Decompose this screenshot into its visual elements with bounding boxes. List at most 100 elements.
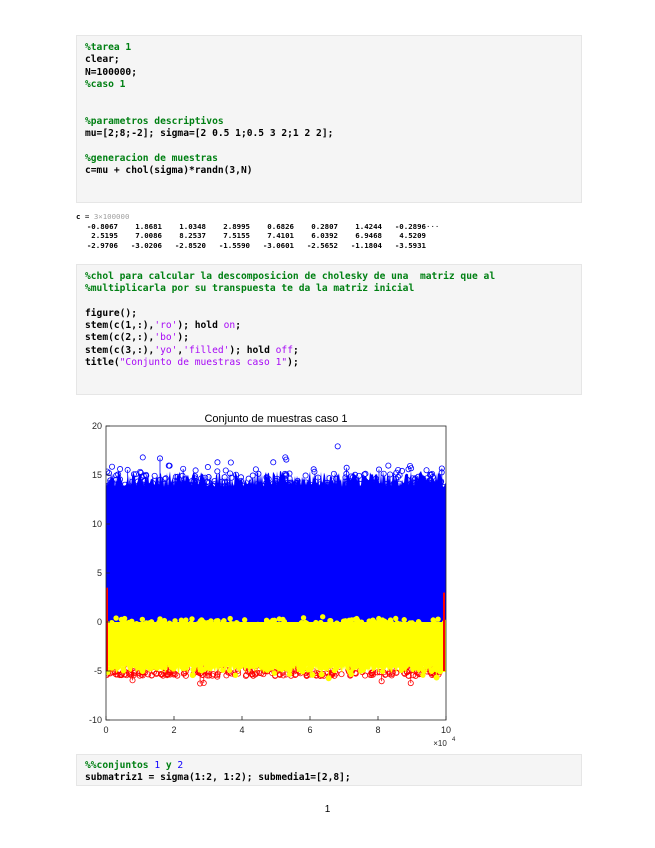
output-cell: 7.5155 [223, 231, 250, 240]
data-point [299, 669, 306, 675]
code-token: ; [235, 320, 241, 332]
data-point [232, 484, 239, 491]
output-cell: -1.5590 [218, 240, 250, 250]
output-cell: -0.8067 [86, 221, 118, 231]
data-point [107, 477, 114, 484]
output-cell: -3.5931 [394, 240, 426, 250]
data-point [132, 471, 139, 478]
output-equals: = [80, 212, 94, 221]
data-point [133, 620, 140, 627]
output-ellipsis[interactable]: ··· [426, 221, 440, 231]
data-point [303, 620, 310, 626]
data-point [248, 663, 255, 669]
data-point [363, 622, 370, 629]
data-point [360, 667, 367, 673]
data-point [159, 664, 165, 670]
data-point [309, 671, 316, 678]
data-point [198, 480, 205, 487]
data-point [144, 661, 150, 667]
data-point [412, 475, 419, 482]
y-tick-label: -10 [89, 715, 102, 725]
code-line: %generacion de muestras [85, 153, 573, 165]
data-point [318, 619, 324, 626]
data-point [131, 670, 138, 677]
data-point [113, 664, 119, 670]
data-point [196, 623, 202, 629]
code-token: 'bo' [154, 332, 178, 344]
data-point [422, 484, 429, 491]
data-point [343, 464, 350, 471]
code-line: %tarea 1 [85, 42, 573, 54]
data-point [271, 670, 278, 676]
data-point [190, 483, 197, 490]
code-cell-2[interactable]: %chol para calcular la descomposicion de… [76, 264, 582, 395]
data-point [408, 465, 415, 472]
code-token: %tarea 1 [85, 42, 132, 53]
code-line [85, 296, 573, 308]
data-point [124, 466, 131, 473]
data-point [188, 620, 194, 626]
data-point [426, 482, 433, 489]
data-point [223, 479, 230, 486]
code-token: c=mu + chol(sigma)*randn(3,N) [85, 164, 253, 176]
data-point [225, 485, 232, 492]
data-point [384, 662, 391, 668]
code-line: c=mu + chol(sigma)*randn(3,N) [85, 165, 573, 177]
data-point [330, 470, 337, 477]
code-line [85, 140, 573, 152]
data-point [334, 443, 341, 450]
x-tick-label: 6 [307, 725, 312, 735]
code-token: clear; [85, 54, 120, 66]
data-point [286, 475, 293, 482]
data-point [354, 620, 360, 627]
data-point [109, 463, 116, 470]
data-point [164, 670, 171, 677]
data-point [189, 672, 196, 679]
output-cell: -3.0601 [262, 240, 294, 250]
data-point [143, 472, 150, 479]
data-point [139, 663, 145, 670]
data-point [255, 621, 261, 628]
output-cell: 6.9468 [355, 231, 382, 240]
series-band [106, 470, 446, 622]
data-point [179, 619, 185, 625]
code-cell-1[interactable]: %tarea 1 clear; N=100000; %caso 1 %parametro… [76, 35, 582, 203]
code-line: %chol para calcular la descomposicion de… [85, 271, 573, 283]
x-tick-label: 8 [375, 725, 380, 735]
code-token: off [275, 344, 293, 356]
data-point [378, 678, 385, 685]
code-cell-3[interactable]: %%conjuntos 1 y 2 submatriz1 = sigma(1:2,… [76, 754, 582, 786]
data-point [174, 473, 181, 480]
data-point [405, 466, 412, 473]
code-token: %parametros descriptivos [85, 115, 224, 127]
data-point [311, 468, 318, 475]
data-point [398, 667, 405, 674]
data-point [116, 476, 123, 483]
data-point [327, 481, 334, 488]
code-token: stem(c(1,:), [85, 320, 155, 332]
data-point [165, 462, 172, 469]
data-point [196, 485, 203, 492]
data-point [220, 667, 226, 673]
output-cell: -2.5652 [306, 240, 338, 250]
variable-output: c = 3×100000 -0.8067 1.8681 1.0348 2.8995 0.… [76, 212, 582, 250]
data-point [204, 665, 210, 671]
data-point [372, 658, 378, 665]
data-point [227, 459, 234, 466]
data-point [385, 462, 392, 469]
data-point [222, 467, 229, 474]
data-point [333, 621, 339, 627]
data-point [206, 672, 213, 679]
x-tick-label: 2 [171, 725, 176, 735]
data-point [245, 483, 252, 490]
code-line: clear; [85, 54, 573, 66]
code-line: N=100000; [85, 67, 573, 79]
data-point [152, 662, 158, 668]
data-point [190, 667, 196, 673]
code-token: 1 [154, 760, 161, 771]
code-line: %caso 1 [85, 79, 573, 91]
data-point [328, 658, 335, 664]
data-point [117, 466, 124, 473]
data-point [371, 479, 378, 486]
data-point [237, 477, 244, 484]
